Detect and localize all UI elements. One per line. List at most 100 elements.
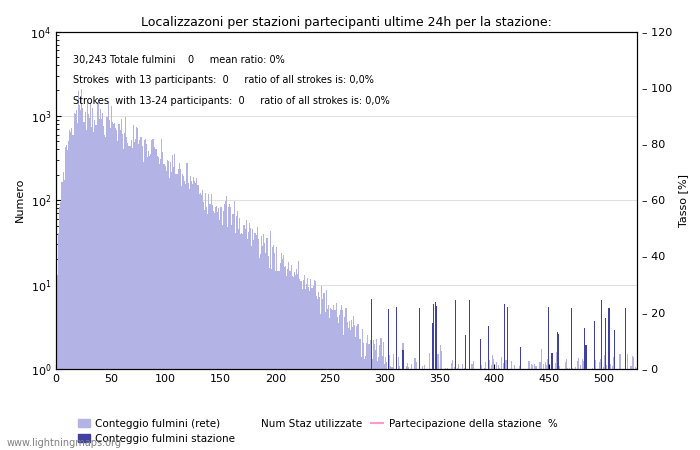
Bar bbox=[402, 343, 403, 450]
Bar bbox=[434, 369, 435, 450]
Bar bbox=[159, 164, 160, 450]
Bar bbox=[399, 366, 400, 450]
Bar bbox=[383, 342, 384, 450]
Bar bbox=[403, 369, 405, 450]
Bar bbox=[606, 364, 608, 450]
Bar bbox=[433, 304, 434, 450]
Bar bbox=[219, 220, 220, 450]
Bar bbox=[420, 369, 421, 450]
Bar bbox=[409, 369, 410, 450]
Bar bbox=[488, 326, 489, 450]
Bar bbox=[76, 109, 77, 450]
Bar bbox=[133, 125, 134, 450]
Bar bbox=[57, 275, 58, 450]
Bar bbox=[631, 356, 633, 450]
Bar bbox=[617, 369, 618, 450]
Bar bbox=[229, 203, 230, 450]
Bar bbox=[62, 172, 64, 450]
Bar bbox=[548, 369, 550, 450]
Bar bbox=[542, 364, 544, 450]
Bar bbox=[126, 137, 127, 450]
Bar bbox=[122, 134, 123, 450]
Bar bbox=[454, 367, 455, 450]
Bar bbox=[600, 359, 601, 450]
Bar bbox=[97, 102, 98, 450]
Bar bbox=[170, 162, 171, 450]
Bar bbox=[169, 178, 170, 450]
Bar bbox=[58, 233, 60, 450]
Bar bbox=[123, 149, 124, 450]
Bar bbox=[435, 365, 436, 450]
Bar bbox=[171, 172, 172, 450]
Bar bbox=[602, 369, 603, 450]
Bar bbox=[583, 361, 584, 450]
Bar bbox=[384, 364, 385, 450]
Bar bbox=[613, 357, 614, 450]
Bar bbox=[408, 367, 409, 450]
Bar bbox=[565, 362, 566, 450]
Bar bbox=[587, 369, 588, 450]
Bar bbox=[486, 369, 488, 450]
Bar bbox=[288, 262, 290, 450]
Bar bbox=[528, 360, 530, 450]
Bar bbox=[635, 367, 636, 450]
Bar bbox=[558, 369, 559, 450]
Bar bbox=[193, 177, 194, 450]
Bar bbox=[166, 171, 167, 450]
Bar bbox=[545, 362, 546, 450]
Bar bbox=[378, 357, 379, 450]
Legend: Conteggio fulmini (rete), Conteggio fulmini stazione, Num Staz utilizzate, Parte: Conteggio fulmini (rete), Conteggio fulm… bbox=[74, 414, 561, 448]
Bar bbox=[521, 369, 522, 450]
Bar bbox=[144, 140, 145, 450]
Bar bbox=[477, 369, 478, 450]
Bar bbox=[331, 310, 332, 450]
Bar bbox=[375, 350, 376, 450]
Bar bbox=[309, 292, 310, 450]
Bar bbox=[405, 369, 406, 450]
Bar bbox=[515, 369, 517, 450]
Bar bbox=[259, 257, 260, 450]
Bar bbox=[419, 367, 420, 450]
Bar bbox=[136, 127, 137, 450]
Bar bbox=[633, 357, 634, 450]
Bar bbox=[101, 119, 102, 450]
Bar bbox=[538, 369, 540, 450]
Bar bbox=[534, 364, 535, 450]
Bar bbox=[496, 362, 497, 450]
Bar bbox=[533, 369, 534, 450]
Bar bbox=[148, 151, 149, 450]
Bar bbox=[141, 146, 143, 450]
Bar bbox=[387, 369, 388, 450]
Bar bbox=[254, 233, 256, 450]
Bar bbox=[75, 114, 76, 450]
Bar bbox=[292, 275, 293, 450]
Bar bbox=[91, 127, 92, 450]
Bar bbox=[362, 328, 363, 450]
Bar bbox=[365, 356, 366, 450]
Bar bbox=[95, 126, 97, 450]
Bar bbox=[527, 369, 528, 450]
Bar bbox=[344, 316, 345, 450]
Bar bbox=[588, 369, 589, 450]
Bar bbox=[228, 207, 229, 450]
Bar bbox=[601, 369, 602, 450]
Bar bbox=[440, 345, 441, 450]
Bar bbox=[364, 359, 365, 450]
Bar bbox=[475, 369, 476, 450]
Bar bbox=[262, 246, 263, 450]
Bar bbox=[616, 369, 617, 450]
Bar bbox=[514, 364, 515, 450]
Bar bbox=[81, 89, 83, 450]
Bar bbox=[410, 369, 411, 450]
Bar bbox=[161, 139, 162, 450]
Bar bbox=[273, 245, 274, 450]
Bar bbox=[306, 284, 307, 450]
Bar bbox=[182, 174, 183, 450]
Bar bbox=[83, 122, 85, 450]
Bar bbox=[70, 132, 71, 450]
Bar bbox=[191, 181, 192, 450]
Bar bbox=[340, 310, 341, 450]
Bar bbox=[138, 144, 139, 450]
Bar bbox=[239, 218, 240, 450]
Bar bbox=[524, 369, 525, 450]
